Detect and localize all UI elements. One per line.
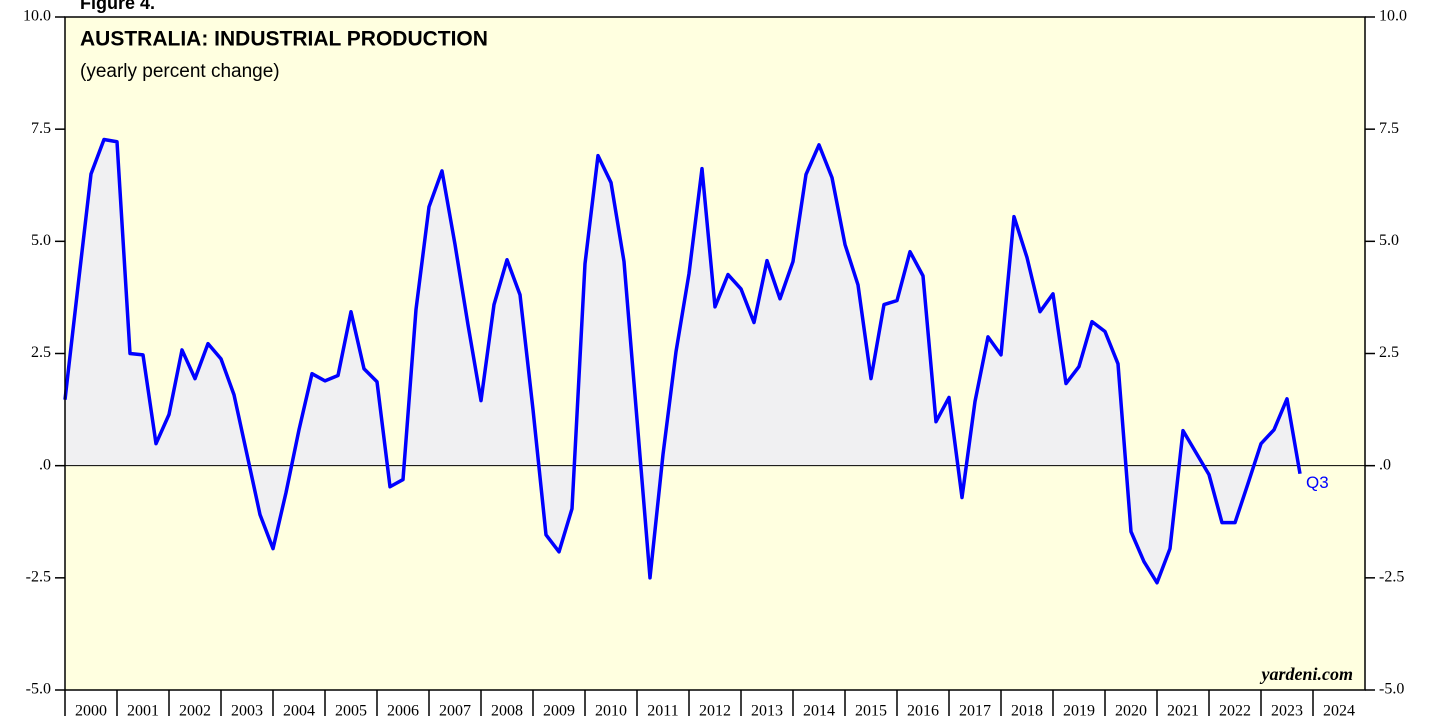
y2-tick-label: 2.5 — [1379, 344, 1399, 361]
x-tick-label: 2010 — [595, 703, 627, 720]
x-tick-label: 2009 — [543, 703, 575, 720]
x-tick-label: 2011 — [647, 703, 678, 720]
y2-tick-label: 5.0 — [1379, 232, 1399, 249]
x-tick-label: 2002 — [179, 703, 211, 720]
x-tick-label: 2012 — [699, 703, 731, 720]
x-tick-label: 2018 — [1011, 703, 1043, 720]
x-tick-label: 2004 — [283, 703, 315, 720]
y2-tick-label: .0 — [1379, 456, 1391, 473]
line — [63, 137, 1302, 585]
x-tick-label: 2007 — [439, 703, 471, 720]
y-tick-label: 2.5 — [31, 344, 51, 361]
y-tick-label: .0 — [39, 456, 51, 473]
y-tick-label: 5.0 — [31, 232, 51, 249]
x-tick-label: 2001 — [127, 703, 159, 720]
y-tick-label: -5.0 — [26, 681, 51, 698]
y2-tick-label: -2.5 — [1379, 569, 1404, 586]
figure-label: Figure 4. — [80, 0, 155, 13]
y2-tick-label: 7.5 — [1379, 120, 1399, 137]
y2-tick-label: -5.0 — [1379, 681, 1404, 698]
y2-tick-label: 10.0 — [1379, 8, 1407, 25]
chart-title: AUSTRALIA: INDUSTRIAL PRODUCTION — [80, 28, 488, 51]
x-tick-label: 2000 — [75, 703, 107, 720]
area — [65, 139, 1300, 583]
x-tick-label: 2024 — [1323, 703, 1355, 720]
x-tick-label: 2005 — [335, 703, 367, 720]
x-tick-label: 2016 — [907, 703, 939, 720]
x-tick-label: 2020 — [1115, 703, 1147, 720]
x-tick-label: 2003 — [231, 703, 263, 720]
y-tick-label: -2.5 — [26, 569, 51, 586]
annotation: Q3 — [1306, 473, 1329, 492]
y-tick-label: 10.0 — [23, 8, 51, 25]
x-tick-label: 2021 — [1167, 703, 1199, 720]
chart-subtitle: (yearly percent change) — [80, 61, 280, 82]
x-tick-label: 2006 — [387, 703, 419, 720]
x-tick-label: 2013 — [751, 703, 783, 720]
x-tick-label: 2019 — [1063, 703, 1095, 720]
y-tick-label: 7.5 — [31, 120, 51, 137]
x-tick-label: 2014 — [803, 703, 835, 720]
x-tick-label: 2008 — [491, 703, 523, 720]
source: yardeni.com — [1260, 664, 1354, 684]
x-tick-label: 2015 — [855, 703, 887, 720]
x-tick-label: 2022 — [1219, 703, 1251, 720]
x-tick-label: 2017 — [959, 703, 991, 720]
x-tick-label: 2023 — [1271, 703, 1303, 720]
